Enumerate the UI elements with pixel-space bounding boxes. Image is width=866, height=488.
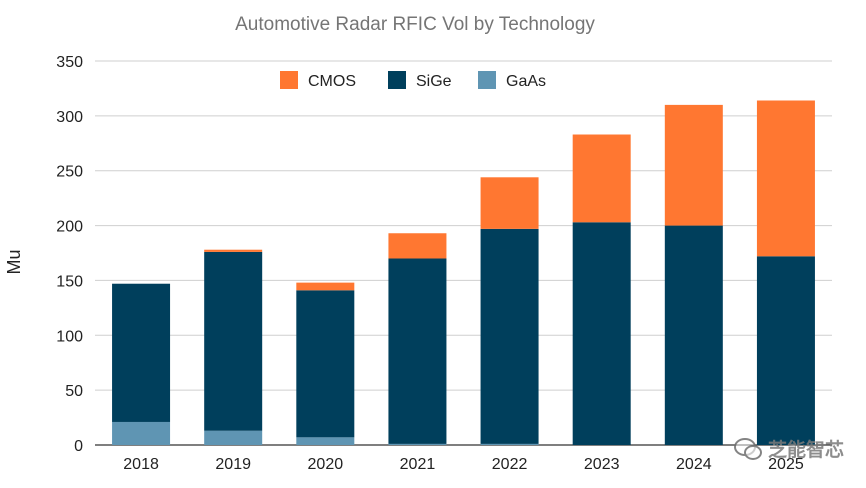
x-tick-labels: 2018 2019 2020 2021 2022 2023 2024 2025 [123,456,804,473]
chart-title: Automotive Radar RFIC Vol by Technology [235,14,595,35]
bar-cmos-2020 [296,282,355,291]
bar-cmos-2022 [480,177,539,229]
bar-gaas-2018 [112,421,171,445]
bar-sige-2025 [756,256,815,445]
y-tick-labels: 0 50 100 150 200 250 300 350 [56,54,83,455]
y-tick-label-50: 50 [65,383,83,400]
x-tick-label-2022: 2022 [492,456,528,473]
y-tick-label-100: 100 [56,328,83,345]
y-tick-label-150: 150 [56,273,83,290]
y-tick-label-300: 300 [56,109,83,126]
x-tick-label-2024: 2024 [676,456,712,473]
bars-layer [112,100,815,445]
bar-cmos-2019 [204,249,263,252]
legend-swatch-gaas [478,71,496,89]
x-tick-label-2025: 2025 [768,456,804,473]
bar-sige-2020 [296,290,355,438]
bar-cmos-2021 [388,233,447,259]
x-tick-label-2021: 2021 [400,456,436,473]
legend-label-gaas: GaAs [506,73,546,90]
legend-swatch-cmos [280,71,298,89]
bar-sige-2018 [112,283,171,422]
x-tick-label-2018: 2018 [123,456,159,473]
legend: CMOS SiGe GaAs [280,71,546,90]
bar-sige-2024 [664,225,723,445]
bar-cmos-2025 [756,100,815,257]
legend-label-sige: SiGe [416,73,452,90]
legend-label-cmos: CMOS [308,73,356,90]
bar-sige-2021 [388,258,447,444]
bar-gaas-2019 [204,430,263,445]
bar-cmos-2024 [664,104,723,226]
x-tick-label-2023: 2023 [584,456,620,473]
y-axis-label: Mu [4,249,24,274]
y-tick-label-250: 250 [56,164,83,181]
legend-swatch-sige [388,71,406,89]
bar-gaas-2022 [480,443,539,445]
y-tick-label-0: 0 [74,438,83,455]
bar-sige-2022 [480,228,539,444]
bar-sige-2023 [572,222,631,445]
x-tick-label-2019: 2019 [215,456,251,473]
bar-sige-2019 [204,251,263,431]
y-tick-label-200: 200 [56,219,83,236]
x-tick-label-2020: 2020 [308,456,344,473]
y-tick-label-350: 350 [56,54,83,71]
bar-gaas-2020 [296,437,355,445]
bar-gaas-2021 [388,443,447,445]
bar-cmos-2023 [572,134,631,223]
